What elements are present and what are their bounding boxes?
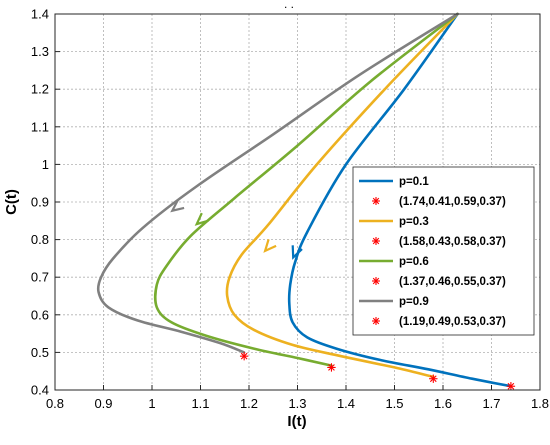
y-tick-label: 1.3	[31, 44, 49, 59]
chart-title: . .	[284, 0, 294, 11]
y-tick-label: 0.7	[31, 270, 49, 285]
plot-border	[54, 13, 541, 391]
series-lines	[96, 12, 513, 388]
x-tick-label: 1.8	[531, 396, 549, 411]
legend-label-series-1: p=0.3	[399, 216, 429, 228]
legend-label-equilibrium-1: (1.58,0.43,0.58,0.37)	[399, 236, 506, 248]
x-tick-label: 1.1	[191, 396, 209, 411]
y-tick-label: 0.4	[31, 383, 49, 398]
legend-label-equilibrium-2: (1.37,0.46,0.55,0.37)	[399, 276, 506, 288]
legend-label-series-2: p=0.6	[399, 256, 429, 268]
y-tick-label: 0.9	[31, 195, 49, 210]
legend-label-series-3: p=0.9	[399, 296, 429, 308]
legend-box	[352, 166, 535, 336]
equilibrium-marker-3	[239, 351, 249, 361]
direction-arrow-1	[263, 238, 277, 253]
x-tick-label: 1.2	[240, 396, 258, 411]
y-tick-label: 0.5	[31, 345, 49, 360]
x-tick-label: 1.3	[288, 396, 306, 411]
y-tick-label: 0.6	[31, 307, 49, 322]
series-line-0	[287, 12, 513, 388]
series-line-1	[225, 12, 459, 379]
x-tick-label: 0.8	[46, 396, 64, 411]
y-tick-label: 0.8	[31, 232, 49, 247]
series-line-2	[154, 12, 459, 367]
y-tick-labels: 0.4 0.5 0.6 0.7 0.8 0.9 1 1.1 1.2 1.3 1.4	[31, 7, 49, 398]
legend-marker-3	[372, 317, 380, 325]
equilibrium-markers	[239, 351, 516, 391]
equilibrium-marker-1	[429, 374, 438, 383]
x-tick-label: 1.6	[434, 396, 452, 411]
x-tick-label: 1.4	[337, 396, 355, 411]
x-tick-label: 1.5	[385, 396, 403, 411]
x-axis-label: I(t)	[287, 413, 306, 430]
equilibrium-marker-2	[327, 363, 336, 372]
series-line-3	[96, 12, 459, 354]
legend-label-equilibrium-3: (1.19,0.49,0.53,0.37)	[399, 316, 506, 328]
x-tick-label: 1.7	[482, 396, 500, 411]
x-tick-label: 1	[148, 396, 155, 411]
legend-marker-1	[372, 237, 380, 245]
y-tick-label: 1.1	[31, 119, 49, 134]
y-tick-label: 1.4	[31, 7, 49, 22]
equilibrium-marker-0	[506, 382, 516, 391]
legend-label-equilibrium-0: (1.74,0.41,0.59,0.37)	[399, 196, 506, 208]
legend: p=0.1 (1.74,0.41,0.59,0.37) p=0.3 (1.58,0.4…	[352, 166, 535, 336]
direction-arrow-2	[194, 212, 209, 226]
legend-marker-0	[372, 197, 380, 205]
direction-arrow-3	[170, 199, 185, 213]
x-tick-labels: 0.8 0.9 1 1.1 1.2 1.3 1.4 1.5 1.6 1.7 1.8	[46, 396, 549, 411]
legend-label-series-0: p=0.1	[399, 176, 429, 188]
y-tick-label: 1	[42, 157, 49, 172]
x-tick-label: 0.9	[94, 396, 112, 411]
legend-marker-2	[372, 277, 380, 285]
y-axis-label: C(t)	[3, 189, 20, 215]
direction-arrow-0	[291, 245, 303, 260]
y-tick-label: 1.2	[31, 82, 49, 97]
